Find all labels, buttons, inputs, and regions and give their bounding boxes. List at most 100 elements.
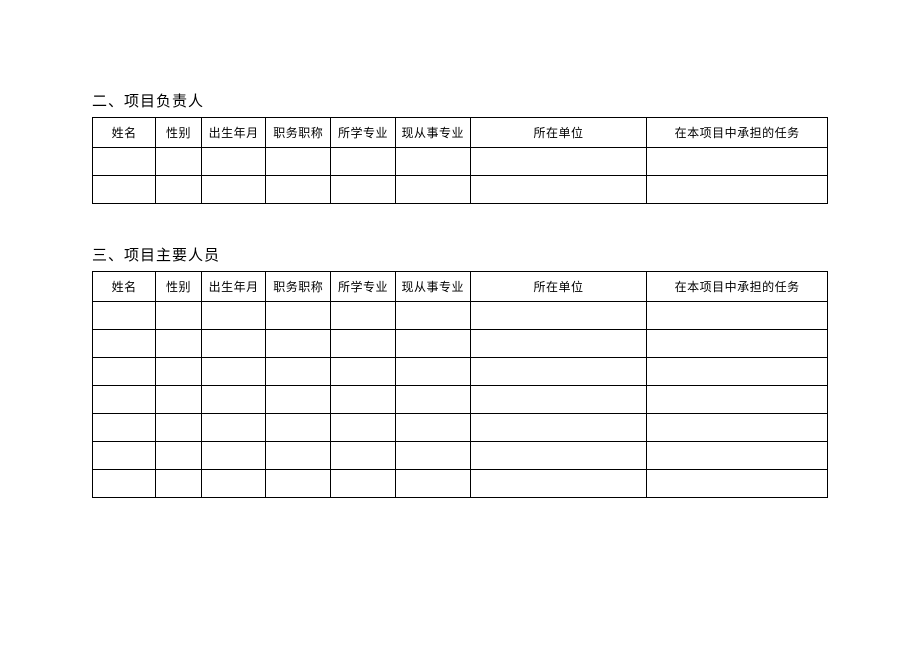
table-cell: [647, 470, 828, 498]
table-cell: [266, 148, 331, 176]
header-field: 现从事专业: [395, 272, 470, 302]
table-cell: [201, 414, 266, 442]
table-cell: [470, 358, 646, 386]
table-cell: [266, 442, 331, 470]
table-row: [93, 358, 828, 386]
table-cell: [266, 176, 331, 204]
table-cell: [93, 386, 156, 414]
table1-body: [93, 148, 828, 204]
header-major: 所学专业: [331, 118, 396, 148]
table-row: [93, 302, 828, 330]
table-cell: [395, 470, 470, 498]
header-name: 姓名: [93, 272, 156, 302]
table-cell: [395, 148, 470, 176]
header-name: 姓名: [93, 118, 156, 148]
table-cell: [331, 148, 396, 176]
header-birth: 出生年月: [201, 118, 266, 148]
table-row: [93, 470, 828, 498]
table-cell: [93, 414, 156, 442]
header-birth: 出生年月: [201, 272, 266, 302]
table-cell: [470, 302, 646, 330]
table-cell: [201, 386, 266, 414]
table-cell: [156, 470, 202, 498]
table-cell: [156, 386, 202, 414]
section1-title: 二、项目负责人: [92, 90, 828, 111]
table-header-row: 姓名 性别 出生年月 职务职称 所学专业 现从事专业 所在单位 在本项目中承担的…: [93, 272, 828, 302]
table-cell: [331, 386, 396, 414]
table-cell: [201, 358, 266, 386]
table-cell: [156, 442, 202, 470]
table-cell: [201, 442, 266, 470]
table-cell: [93, 470, 156, 498]
table-cell: [93, 302, 156, 330]
table-cell: [395, 330, 470, 358]
table-cell: [470, 330, 646, 358]
table-row: [93, 148, 828, 176]
table-cell: [470, 442, 646, 470]
table-cell: [201, 176, 266, 204]
table-cell: [201, 302, 266, 330]
header-job-title: 职务职称: [266, 118, 331, 148]
table-cell: [93, 330, 156, 358]
header-gender: 性别: [156, 118, 202, 148]
table-cell: [156, 358, 202, 386]
table-cell: [93, 442, 156, 470]
table-cell: [470, 414, 646, 442]
table-cell: [156, 148, 202, 176]
table-project-members: 姓名 性别 出生年月 职务职称 所学专业 现从事专业 所在单位 在本项目中承担的…: [92, 271, 828, 498]
table-row: [93, 330, 828, 358]
table-cell: [470, 176, 646, 204]
table-cell: [331, 176, 396, 204]
table-cell: [266, 358, 331, 386]
table-cell: [395, 414, 470, 442]
table-cell: [647, 302, 828, 330]
header-job-title: 职务职称: [266, 272, 331, 302]
table-cell: [201, 470, 266, 498]
table-row: [93, 386, 828, 414]
header-org: 所在单位: [470, 118, 646, 148]
table-cell: [266, 330, 331, 358]
table-cell: [93, 148, 156, 176]
table2-body: [93, 302, 828, 498]
table-cell: [395, 302, 470, 330]
header-field: 现从事专业: [395, 118, 470, 148]
table-cell: [647, 358, 828, 386]
header-major: 所学专业: [331, 272, 396, 302]
header-task: 在本项目中承担的任务: [647, 272, 828, 302]
table-cell: [647, 176, 828, 204]
table-cell: [266, 414, 331, 442]
table-project-leader: 姓名 性别 出生年月 职务职称 所学专业 现从事专业 所在单位 在本项目中承担的…: [92, 117, 828, 204]
table-cell: [647, 148, 828, 176]
table-cell: [201, 330, 266, 358]
header-task: 在本项目中承担的任务: [647, 118, 828, 148]
table-cell: [647, 386, 828, 414]
table-cell: [93, 358, 156, 386]
table-cell: [266, 386, 331, 414]
table-cell: [395, 358, 470, 386]
table-cell: [266, 470, 331, 498]
table-cell: [201, 148, 266, 176]
table-cell: [647, 442, 828, 470]
table-cell: [647, 414, 828, 442]
header-org: 所在单位: [470, 272, 646, 302]
table-row: [93, 176, 828, 204]
table-cell: [266, 302, 331, 330]
table-cell: [331, 414, 396, 442]
table-header-row: 姓名 性别 出生年月 职务职称 所学专业 现从事专业 所在单位 在本项目中承担的…: [93, 118, 828, 148]
table-cell: [470, 148, 646, 176]
table-cell: [470, 386, 646, 414]
table-cell: [93, 176, 156, 204]
section2-title: 三、项目主要人员: [92, 244, 828, 265]
table-cell: [331, 470, 396, 498]
table-cell: [395, 442, 470, 470]
table-cell: [395, 176, 470, 204]
table-row: [93, 414, 828, 442]
table-cell: [156, 176, 202, 204]
table-cell: [470, 470, 646, 498]
table-cell: [395, 386, 470, 414]
table-cell: [156, 302, 202, 330]
header-gender: 性别: [156, 272, 202, 302]
table-cell: [331, 442, 396, 470]
table-cell: [156, 414, 202, 442]
table-cell: [156, 330, 202, 358]
